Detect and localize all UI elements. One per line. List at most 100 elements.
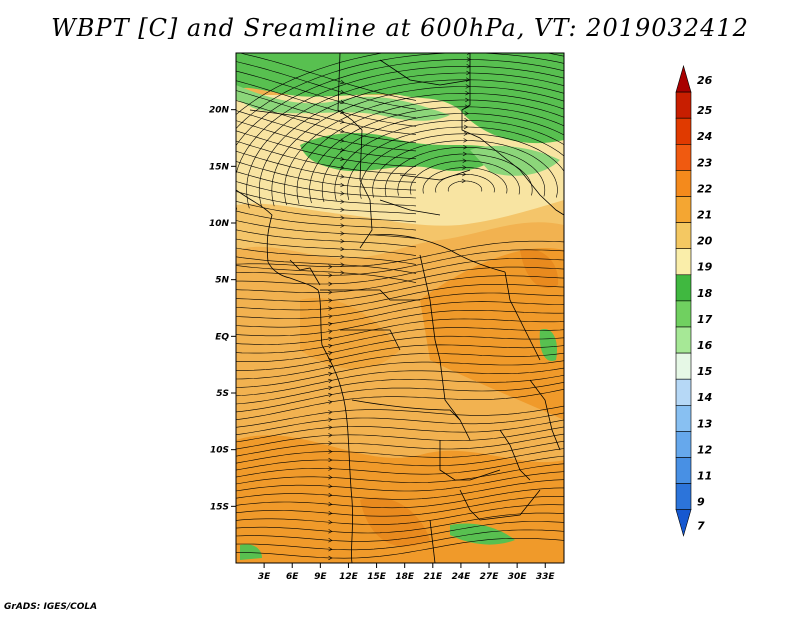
streamline-arrow — [340, 239, 345, 244]
streamline-arrow — [463, 131, 468, 136]
streamline-arrow — [340, 174, 345, 179]
plot-frame — [235, 52, 565, 564]
streamline-arrow — [340, 119, 345, 124]
x-tick-label: 30E — [508, 572, 528, 582]
streamline-arrow — [328, 483, 333, 489]
colorbar-label: 21 — [697, 209, 712, 222]
x-tick-label: 33E — [536, 572, 556, 582]
streamline — [236, 344, 564, 371]
colorbar-swatch — [675, 170, 692, 197]
streamline — [236, 247, 417, 265]
streamline — [236, 220, 417, 239]
colorbar-top-arrow — [675, 64, 692, 93]
colorbar-swatch — [675, 144, 692, 171]
streamline-arrow — [328, 264, 333, 269]
streamline — [236, 318, 564, 345]
streamline — [236, 249, 564, 276]
streamline-arrow — [328, 378, 333, 384]
streamline — [236, 360, 564, 388]
streamline-arrow — [462, 165, 467, 170]
colorbar: 26 25 24 23 22 21 20 19 18 17 16 15 14 13 12 11 9 7 — [675, 64, 713, 537]
plot-area — [236, 53, 564, 563]
streamline — [236, 181, 417, 207]
streamline — [236, 130, 417, 167]
streamline — [236, 487, 564, 509]
streamline — [236, 292, 564, 319]
streamline-arrow — [340, 215, 345, 220]
streamline — [236, 284, 564, 311]
streamline-arrow — [464, 118, 469, 123]
streamline — [236, 210, 417, 231]
streamline-arrow — [328, 392, 333, 398]
streamline-arrow — [340, 191, 345, 196]
streamline — [410, 160, 520, 195]
streamline-arrow — [328, 358, 333, 363]
streamline — [236, 479, 564, 500]
streamline-arrow — [465, 97, 470, 103]
streamline-arrow — [461, 171, 467, 177]
streamline — [397, 153, 533, 196]
streamline-arrow — [328, 449, 333, 454]
colorbar-label: 22 — [697, 182, 713, 195]
colorbar-swatch — [675, 457, 692, 484]
streamline-arrow — [340, 89, 345, 95]
streamline — [236, 405, 564, 428]
streamline-arrow — [328, 281, 333, 287]
streamline — [236, 240, 564, 267]
streamline — [236, 433, 564, 457]
streamline — [284, 93, 564, 206]
field-warm-blob-1 — [520, 249, 559, 289]
streamline — [236, 448, 564, 471]
x-tick-label: 21E — [423, 572, 443, 582]
colorbar-label: 24 — [697, 130, 712, 143]
x-tick-label: 12E — [339, 572, 359, 582]
colorbar-label: 9 — [697, 496, 705, 509]
streamline — [236, 258, 564, 285]
colorbar-label: 17 — [697, 313, 713, 326]
field-warm-blob-2 — [360, 497, 430, 547]
streamline-arrow — [328, 441, 333, 446]
streamline-arrow — [340, 270, 345, 275]
streamline-arrow — [328, 520, 333, 525]
streamline — [236, 66, 564, 210]
streamline — [236, 521, 564, 542]
streamline-arrow — [328, 314, 333, 319]
field-17c-sw — [240, 544, 262, 560]
streamline-arrow — [340, 99, 345, 105]
colorbar-label: 25 — [697, 104, 713, 117]
streamline-arrow — [464, 111, 469, 116]
colorbar-swatch — [675, 196, 692, 223]
streamline — [236, 412, 564, 435]
colorbar-label: 15 — [697, 365, 713, 378]
streamline-arrow — [465, 84, 470, 89]
streamline — [435, 174, 495, 193]
streamline — [236, 161, 417, 191]
colorbar-swatch — [675, 248, 692, 276]
streamline-arrow — [340, 147, 345, 152]
colorbar-label: 26 — [697, 74, 713, 87]
streamline-arrow — [328, 306, 333, 311]
streamline — [236, 301, 564, 328]
streamline — [236, 381, 564, 413]
streamline — [236, 61, 417, 110]
streamline-arrow — [328, 344, 333, 349]
streamline — [236, 388, 564, 420]
streamline — [236, 352, 564, 380]
streamline — [236, 327, 564, 354]
streamline — [236, 496, 564, 517]
streamline-arrow — [340, 207, 345, 212]
field-18c-sahel — [470, 145, 560, 176]
streamline-arrow — [328, 410, 333, 415]
streamline — [236, 90, 417, 135]
x-axis: 3E 6E 9E 12E 15E 18E 21E 24E 27E 30E 33E — [258, 563, 556, 582]
colorbar-swatch — [675, 326, 692, 354]
streamline-arrow — [328, 529, 333, 534]
streamline — [236, 171, 417, 199]
streamline — [246, 72, 564, 209]
streamlines — [236, 53, 564, 561]
streamline-arrow — [328, 546, 333, 552]
streamline-arrow — [328, 417, 333, 423]
streamline-arrow — [463, 124, 469, 130]
colorbar-label: 11 — [697, 470, 712, 483]
